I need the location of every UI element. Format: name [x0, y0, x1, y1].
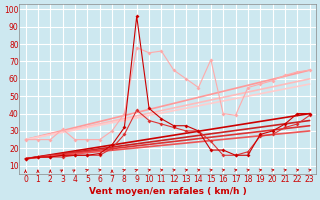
X-axis label: Vent moyen/en rafales ( km/h ): Vent moyen/en rafales ( km/h ) — [89, 187, 246, 196]
